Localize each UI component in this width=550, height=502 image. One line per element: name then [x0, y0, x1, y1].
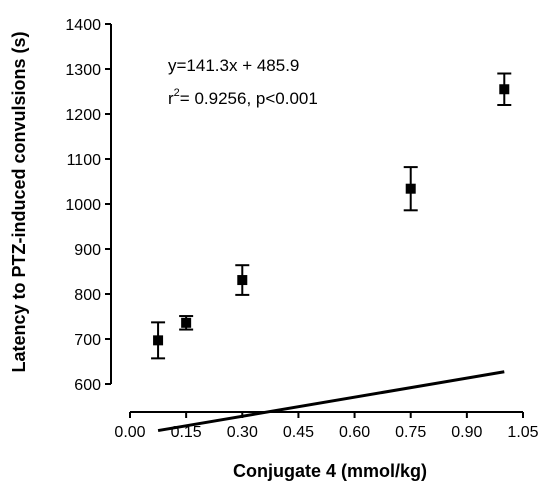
x-tick-label: 0.00: [114, 424, 145, 441]
x-tick-label: 0.90: [451, 424, 482, 441]
data-point: [153, 335, 164, 346]
x-tick-label: 1.05: [507, 424, 538, 441]
y-tick-label: 600: [74, 377, 101, 394]
x-tick-label: 0.30: [227, 424, 258, 441]
y-tick-label: 1400: [65, 17, 101, 34]
data-point: [499, 84, 510, 95]
y-tick-label: 1000: [65, 197, 101, 214]
y-tick-label: 700: [74, 332, 101, 349]
r-letter: r: [168, 89, 174, 108]
y-axis-label: Latency to PTZ-induced convulsions (s): [9, 31, 29, 372]
data-point: [405, 183, 416, 194]
r-value-p-value: = 0.9256, p<0.001: [180, 89, 318, 108]
y-tick-label: 1100: [67, 152, 102, 169]
x-tick-label: 0.45: [283, 424, 314, 441]
data-point: [181, 317, 192, 328]
fit-equation: y=141.3x + 485.9: [168, 56, 299, 75]
regression-line: [157, 370, 505, 433]
data-point: [237, 275, 248, 286]
y-tick-label: 900: [74, 242, 101, 259]
fit-statistics: r2= 0.9256, p<0.001: [168, 87, 318, 108]
data-layer: [151, 72, 512, 433]
x-tick-label: 0.60: [339, 424, 370, 441]
y-tick-label: 1300: [65, 62, 101, 79]
y-tick-label: 800: [74, 287, 101, 304]
x-axis-label: Conjugate 4 (mmol/kg): [233, 461, 427, 481]
x-tick-label: 0.75: [395, 424, 426, 441]
r-superscript: 2: [174, 87, 180, 99]
y-tick-label: 1200: [65, 107, 101, 124]
